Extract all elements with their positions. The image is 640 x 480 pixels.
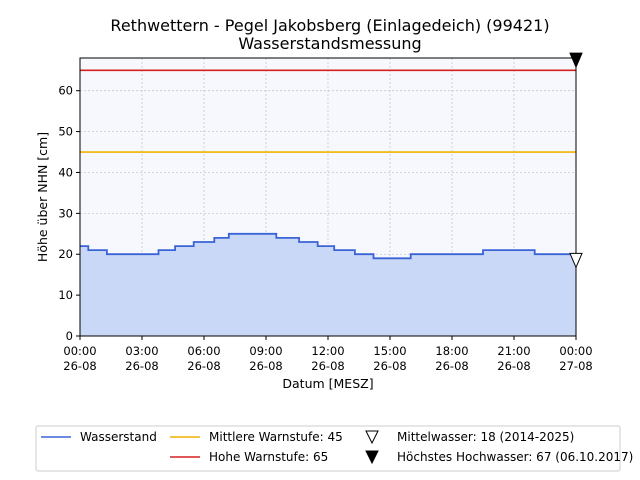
x-tick-label-date: 26-08 bbox=[311, 359, 344, 373]
x-tick-label-date: 26-08 bbox=[435, 359, 468, 373]
y-tick-label: 10 bbox=[58, 288, 73, 302]
x-tick-label-time: 06:00 bbox=[187, 344, 220, 358]
x-tick-label-time: 18:00 bbox=[435, 344, 468, 358]
x-tick-label-time: 12:00 bbox=[311, 344, 344, 358]
x-tick-label-date: 26-08 bbox=[187, 359, 220, 373]
series-line-wasserstand bbox=[80, 232, 576, 260]
y-axis-label: Höhe über NHN [cm] bbox=[35, 132, 50, 262]
x-tick-label-time: 03:00 bbox=[125, 344, 158, 358]
y-tick-label: 30 bbox=[58, 206, 73, 220]
chart-subtitle: Wasserstandsmessung bbox=[238, 34, 421, 53]
legend-entry-wasserstand: Wasserstand bbox=[80, 430, 157, 444]
legend-entry-mittlere-warnstufe: Mittlere Warnstufe: 45 bbox=[209, 430, 343, 444]
x-tick-label-date: 26-08 bbox=[249, 359, 282, 373]
legend: Wasserstand Mittlere Warnstufe: 45 Hohe … bbox=[35, 425, 633, 472]
y-tick-label: 40 bbox=[58, 165, 73, 179]
x-tick-label-time: 21:00 bbox=[497, 344, 530, 358]
x-tick-label-time: 09:00 bbox=[249, 344, 282, 358]
legend-entry-hoechstes-hochwasser: Höchstes Hochwasser: 67 (06.10.2017) bbox=[397, 450, 633, 464]
x-tick-label-time: 00:00 bbox=[559, 344, 592, 358]
series-area-fill bbox=[80, 233, 576, 336]
x-tick-label-time: 00:00 bbox=[63, 344, 96, 358]
legend-filled-triangle-icon bbox=[365, 450, 379, 465]
legend-entry-mittelwasser: Mittelwasser: 18 (2014-2025) bbox=[397, 430, 574, 444]
legend-entry-hohe-warnstufe: Hohe Warnstufe: 65 bbox=[209, 450, 328, 464]
marker-mittelwasser bbox=[569, 252, 583, 269]
x-axis-label: Datum [MESZ] bbox=[282, 376, 373, 391]
axis-ticks: 010203040506000:0026-0803:0026-0806:0026… bbox=[58, 84, 592, 373]
x-tick-label-date: 26-08 bbox=[125, 359, 158, 373]
y-tick-label: 60 bbox=[58, 84, 73, 98]
marker-layer bbox=[569, 52, 583, 269]
marker-hoechstes-hochwasser bbox=[569, 52, 583, 69]
area-layer bbox=[80, 232, 576, 336]
x-tick-label-date: 26-08 bbox=[373, 359, 406, 373]
x-tick-label-date: 26-08 bbox=[497, 359, 530, 373]
x-tick-label-date: 27-08 bbox=[559, 359, 592, 373]
x-tick-label-time: 15:00 bbox=[373, 344, 406, 358]
y-tick-label: 0 bbox=[66, 329, 73, 343]
y-tick-label: 20 bbox=[58, 247, 73, 261]
x-tick-label-date: 26-08 bbox=[63, 359, 96, 373]
y-tick-label: 50 bbox=[58, 125, 73, 139]
legend-open-triangle-icon bbox=[365, 430, 379, 445]
chart-title: Rethwettern - Pegel Jakobsberg (Einlaged… bbox=[110, 16, 549, 35]
reference-lines bbox=[80, 69, 576, 153]
